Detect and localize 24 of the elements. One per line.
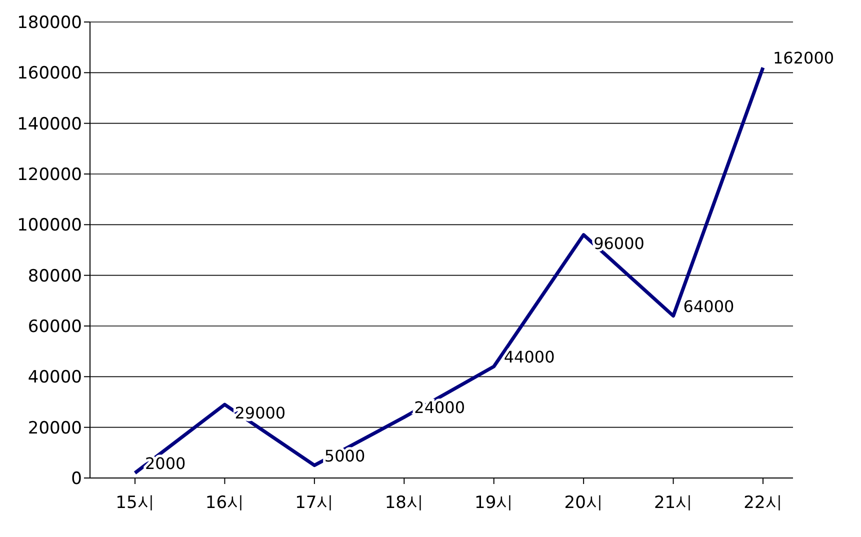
x-tick-label: 20시 [564,493,603,514]
y-tick-label: 0 [71,469,82,490]
y-tick-label: 160000 [17,64,82,84]
x-tick-label: 15시 [116,493,154,514]
y-tick-label: 40000 [28,368,82,388]
x-tick-label: 22시 [744,493,782,514]
data-label: 64000 [683,296,734,316]
x-tick-label: 16시 [205,493,244,514]
y-tick-label: 20000 [28,418,82,438]
y-tick-label: 180000 [17,13,82,34]
y-tick-label: 80000 [28,266,82,286]
y-tick-label: 120000 [17,165,82,186]
x-tick-label: 19시 [474,493,514,514]
y-tick-label: 140000 [17,114,82,134]
x-tick-label: 21시 [654,493,693,514]
data-label: 2000 [145,454,186,473]
data-label: 162000 [773,48,834,68]
data-label: 96000 [594,234,644,253]
y-tick-label: 100000 [17,216,82,236]
x-tick-label: 17시 [295,493,334,514]
line-series [133,66,765,475]
data-label: 44000 [504,348,555,367]
y-tick-label: 60000 [28,317,82,338]
x-tick-label: 18시 [384,493,424,514]
